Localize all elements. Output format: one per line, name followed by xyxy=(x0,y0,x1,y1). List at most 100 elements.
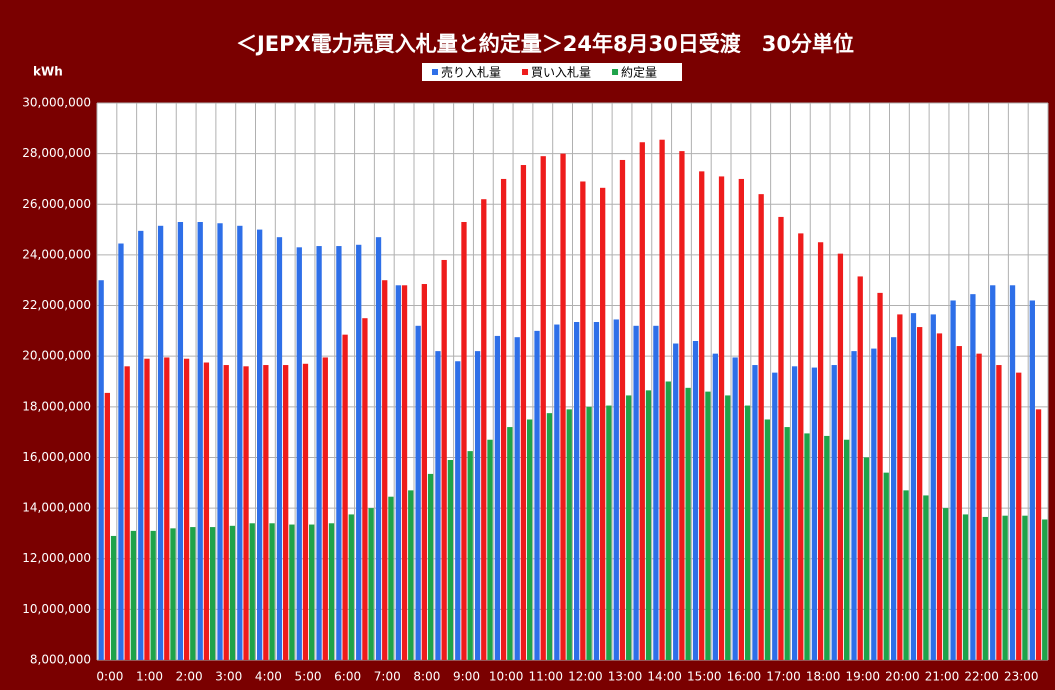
bar xyxy=(157,225,164,660)
bar xyxy=(138,230,144,660)
bar xyxy=(283,365,289,660)
bar xyxy=(388,496,394,660)
x-tick-label: 16:00 xyxy=(727,670,762,684)
bar xyxy=(718,176,725,660)
bar xyxy=(1022,515,1028,660)
x-tick-label: 4:00 xyxy=(255,670,282,684)
bar xyxy=(619,159,626,660)
bar xyxy=(593,322,600,660)
bar xyxy=(725,395,731,660)
bar xyxy=(229,525,236,660)
bar xyxy=(316,246,322,660)
x-tick-label: 3:00 xyxy=(215,670,242,684)
x-tick-label: 11:00 xyxy=(528,670,563,684)
y-tick-label: 24,000,000 xyxy=(22,247,91,261)
bar xyxy=(197,221,203,660)
bar xyxy=(170,528,176,660)
x-tick-label: 5:00 xyxy=(295,670,322,684)
x-tick-label: 2:00 xyxy=(176,670,203,684)
bar xyxy=(837,253,844,660)
y-tick-label: 14,000,000 xyxy=(22,501,91,515)
bar xyxy=(104,392,110,660)
x-tick-label: 20:00 xyxy=(885,670,920,684)
bar xyxy=(923,495,929,660)
bar xyxy=(177,221,184,660)
bar xyxy=(1016,372,1022,660)
x-tick-label: 22:00 xyxy=(964,670,999,684)
x-tick-label: 23:00 xyxy=(1004,670,1039,684)
bar xyxy=(217,223,223,661)
bar xyxy=(467,451,473,660)
bar xyxy=(798,233,804,660)
bar xyxy=(917,327,923,660)
bar xyxy=(580,181,586,660)
bar xyxy=(494,335,501,660)
bar xyxy=(514,337,520,660)
bar xyxy=(461,221,467,660)
bar xyxy=(871,348,877,660)
bar xyxy=(943,508,949,660)
bar xyxy=(441,259,447,660)
bar xyxy=(322,357,328,660)
bar xyxy=(863,457,870,660)
bar xyxy=(507,427,513,660)
bar xyxy=(817,242,824,660)
bar xyxy=(408,490,414,660)
bar xyxy=(778,216,784,660)
bar xyxy=(237,225,243,660)
bar xyxy=(289,524,295,660)
bar xyxy=(566,409,572,660)
bar xyxy=(891,337,897,660)
bar xyxy=(659,139,665,660)
x-tick-label: 13:00 xyxy=(608,670,643,684)
bar xyxy=(302,363,309,660)
bar xyxy=(276,237,283,660)
bar xyxy=(164,357,170,660)
bar xyxy=(474,351,481,660)
bar xyxy=(435,351,441,660)
bar xyxy=(990,285,996,660)
bar xyxy=(546,413,553,660)
bar xyxy=(679,151,685,660)
bar xyxy=(554,324,560,660)
bar xyxy=(269,523,275,660)
x-tick-label: 14:00 xyxy=(647,670,682,684)
bar xyxy=(982,516,988,660)
bar xyxy=(520,165,527,660)
bar xyxy=(633,325,639,660)
bar xyxy=(257,229,263,660)
y-tick-label: 10,000,000 xyxy=(22,602,91,616)
bar xyxy=(784,427,790,660)
x-tick-label: 18:00 xyxy=(806,670,841,684)
bar xyxy=(851,351,857,660)
bar xyxy=(791,366,798,660)
legend-swatch xyxy=(612,69,619,75)
bar xyxy=(962,514,969,660)
bar xyxy=(263,365,269,660)
x-tick-label: 17:00 xyxy=(766,670,801,684)
bar xyxy=(144,358,150,660)
x-tick-label: 6:00 xyxy=(334,670,361,684)
bar xyxy=(877,292,883,660)
bar xyxy=(455,361,461,660)
bar xyxy=(356,244,362,661)
bar xyxy=(296,247,302,660)
x-tick-label: 1:00 xyxy=(136,670,163,684)
bar xyxy=(1009,285,1016,660)
bar xyxy=(930,314,936,660)
bar xyxy=(758,194,764,661)
bar xyxy=(560,153,566,661)
bar xyxy=(843,439,850,660)
bar xyxy=(744,405,751,660)
bar xyxy=(375,237,382,660)
bar xyxy=(421,284,427,660)
bar xyxy=(1035,409,1042,660)
bar xyxy=(936,333,943,660)
bar xyxy=(309,524,315,660)
bar xyxy=(950,300,956,660)
bar xyxy=(368,508,374,660)
bar xyxy=(382,280,388,660)
legend-label: 約定量 xyxy=(621,65,657,80)
bar xyxy=(540,156,546,660)
